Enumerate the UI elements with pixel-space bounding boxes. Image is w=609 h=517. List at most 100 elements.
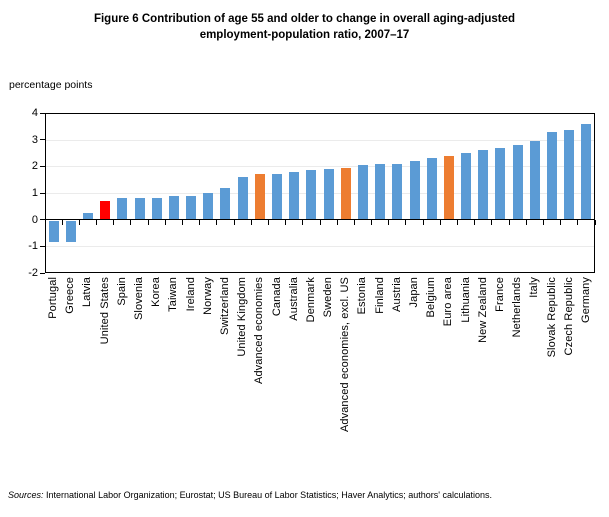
x-label-text-denmark: Denmark [304,277,317,323]
x-tick-mark-3 [96,219,98,225]
x-label-ireland: Ireland [183,277,200,467]
y-axis-units-label: percentage points [9,79,93,91]
x-label-latvia: Latvia [79,277,96,467]
x-tick-mark-19 [371,219,373,225]
x-tick-mark-7 [164,219,166,225]
bar-korea [151,198,162,220]
x-tick-mark-17 [336,219,338,225]
x-label-austria: Austria [389,277,406,467]
bar-netherlands [512,145,523,220]
bar-austria [392,163,403,220]
x-tick-mark-31 [577,219,579,225]
x-tick-mark-24 [457,219,458,225]
y-tick-label-2: 2 [31,160,38,173]
bar-japan [409,161,420,220]
bar-greece [65,220,76,242]
x-label-text-taiwan: Taiwan [167,277,180,312]
x-label-czech-republic: Czech Republic [561,277,578,467]
x-label-estonia: Estonia [354,277,371,467]
x-tick-mark-8 [182,219,183,225]
x-label-text-slovak-republic: Slovak Republic [545,277,558,358]
x-tick-mark-15 [302,219,304,225]
x-label-greece: Greece [62,277,79,467]
y-tick-label-1: 1 [31,187,38,199]
y-tick-mark--2 [40,272,45,274]
x-label-text-greece: Greece [64,277,77,314]
y-tick-mark-3 [40,139,45,141]
x-tick-mark-30 [560,219,562,225]
plot-border [45,113,595,273]
y-tick-mark--1 [40,245,45,247]
x-label-text-slovenia: Slovenia [133,277,146,320]
x-label-united-states: United States [97,277,114,467]
x-tick-mark-26 [491,219,493,225]
x-tick-mark-29 [542,219,544,225]
x-tick-mark-32 [594,219,596,225]
gridline-y1 [46,193,594,194]
bar-spain [117,198,128,220]
gridline-y3 [46,139,594,141]
x-label-denmark: Denmark [303,277,320,467]
x-tick-mark-6 [147,219,149,225]
bar-finland [375,163,386,220]
y-tick-label-0: 0 [31,213,38,226]
bar-switzerland [220,187,231,220]
y-tick-mark-1 [40,192,45,194]
x-tick-mark-2 [78,219,80,225]
x-label-belgium: Belgium [423,277,440,467]
figure-title: Figure 6 Contribution of age 55 and olde… [28,11,581,43]
x-label-text-germany: Germany [579,277,592,323]
x-label-text-new-zealand: New Zealand [476,277,489,343]
x-label-text-canada: Canada [270,277,283,317]
figure-title-line2: employment-population ratio, 2007–17 [199,29,410,41]
gridline-y2 [46,166,594,168]
x-label-united-kingdom: United Kingdom [234,277,251,467]
x-label-lithuania: Lithuania [458,277,475,467]
x-label-text-estonia: Estonia [356,277,369,315]
x-label-advanced-economies: Advanced economies [251,277,268,467]
bar-advanced-economies [254,174,265,220]
x-label-text-latvia: Latvia [81,277,94,307]
y-tick-label--1: -1 [28,240,38,253]
x-tick-mark-9 [199,219,201,225]
x-tick-mark-14 [285,219,287,225]
x-label-canada: Canada [268,277,285,467]
bar-estonia [357,165,368,220]
x-label-netherlands: Netherlands [509,277,526,467]
x-label-taiwan: Taiwan [165,277,182,467]
bar-latvia [82,213,93,220]
y-tick-label--2: -2 [28,267,38,279]
bar-australia [289,171,300,220]
bar-france [495,147,506,220]
x-label-text-switzerland: Switzerland [218,277,231,335]
y-tick-label-3: 3 [31,133,38,146]
bar-belgium [426,158,437,220]
x-tick-mark-18 [353,219,355,225]
x-label-text-japan: Japan [408,277,421,308]
x-tick-mark-13 [267,219,269,225]
figure-title-line1: Figure 6 Contribution of age 55 and olde… [93,13,516,25]
bar-lithuania [461,153,472,220]
x-label-spain: Spain [114,277,131,467]
x-label-text-austria: Austria [390,277,403,312]
x-label-text-spain: Spain [115,277,128,306]
y-tick-mark-4 [40,112,45,114]
x-label-text-lithuania: Lithuania [459,277,472,323]
y-tick-mark-0 [40,219,45,221]
x-label-finland: Finland [372,277,389,467]
bar-united-kingdom [237,177,248,220]
x-label-text-korea: Korea [150,277,163,307]
x-tick-mark-5 [130,219,132,225]
x-label-text-advanced-economies: Advanced economies [253,277,266,384]
y-tick-mark-2 [40,165,45,167]
x-label-text-euro-area: Euro area [442,277,455,327]
bar-germany [581,123,592,220]
x-tick-mark-16 [319,219,321,225]
bar-portugal [48,220,59,242]
bar-czech-republic [564,130,575,220]
x-tick-mark-28 [525,219,527,225]
x-label-text-ireland: Ireland [184,277,197,312]
y-tick-label-4: 4 [31,107,38,119]
x-tick-mark-23 [439,219,441,225]
